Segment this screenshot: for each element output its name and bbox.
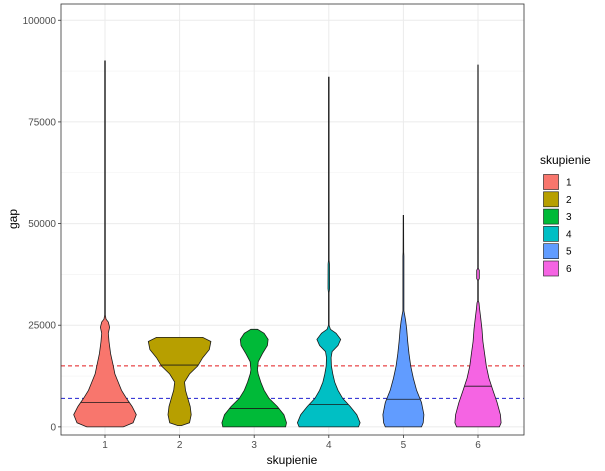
reference-lines — [61, 365, 524, 399]
legend-swatch-4 — [543, 226, 559, 242]
x-axis-title: skupienie — [267, 453, 318, 467]
legend-label: 3 — [566, 212, 572, 223]
plot-border — [60, 3, 525, 436]
x-tick-label: 5 — [401, 440, 407, 451]
legend-swatch-3 — [543, 208, 559, 225]
x-tick-label: 2 — [177, 440, 183, 451]
y-tick-label: 75000 — [28, 117, 56, 128]
legend: skupienie 1 2 3 4 5 6 — [540, 153, 591, 277]
violin-4 — [296, 76, 361, 428]
legend-swatch-5 — [543, 243, 559, 259]
violin-1 — [73, 60, 137, 428]
y-axis-title: gap — [6, 209, 20, 229]
legend-swatch-2 — [543, 191, 559, 208]
legend-label: 4 — [566, 229, 572, 240]
legend-label: 5 — [566, 247, 572, 258]
violin-2 — [147, 337, 212, 426]
x-tick-label: 1 — [102, 440, 108, 451]
x-axis: 1 2 3 4 5 6 — [102, 435, 481, 451]
y-axis: 0 25000 50000 75000 100000 — [23, 16, 61, 433]
legend-swatch-6 — [543, 260, 559, 277]
x-tick-label: 6 — [475, 440, 481, 451]
violins — [73, 60, 502, 428]
violin-6 — [454, 64, 502, 428]
x-tick-label: 4 — [326, 440, 332, 451]
legend-title: skupienie — [540, 153, 591, 167]
violin-5 — [382, 215, 425, 428]
x-tick-label: 3 — [251, 440, 257, 451]
legend-swatch-1 — [543, 174, 559, 190]
legend-label: 6 — [566, 264, 572, 275]
y-tick-label: 100000 — [23, 16, 57, 27]
y-tick-label: 25000 — [28, 321, 56, 332]
plot-panel — [61, 4, 524, 435]
y-tick-label: 50000 — [28, 219, 56, 230]
legend-label: 1 — [566, 178, 572, 189]
violin-3 — [221, 328, 287, 428]
y-tick-label: 0 — [50, 422, 56, 433]
legend-label: 2 — [566, 195, 572, 206]
